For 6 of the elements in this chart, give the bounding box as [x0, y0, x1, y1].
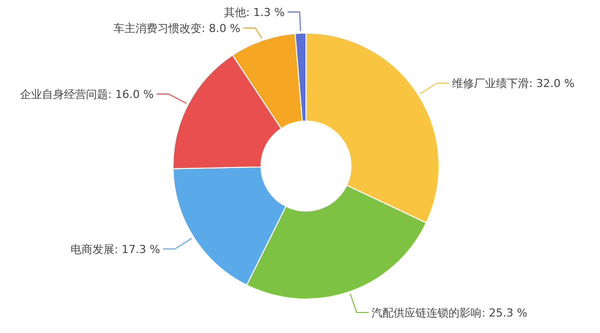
slice-label: 电商发展: 17.3 % — [70, 242, 160, 256]
slice-label: 企业自身经营问题: 16.0 % — [20, 88, 154, 101]
slice-label: 车主消费习惯改变: 8.0 % — [114, 22, 240, 35]
slice-label: 其他: 1.3 % — [224, 6, 285, 19]
slice-label: 维修厂业绩下滑: 32.0 % — [452, 76, 575, 90]
slice-label: 汽配供应链连锁的影响: 25.3 % — [372, 306, 528, 320]
